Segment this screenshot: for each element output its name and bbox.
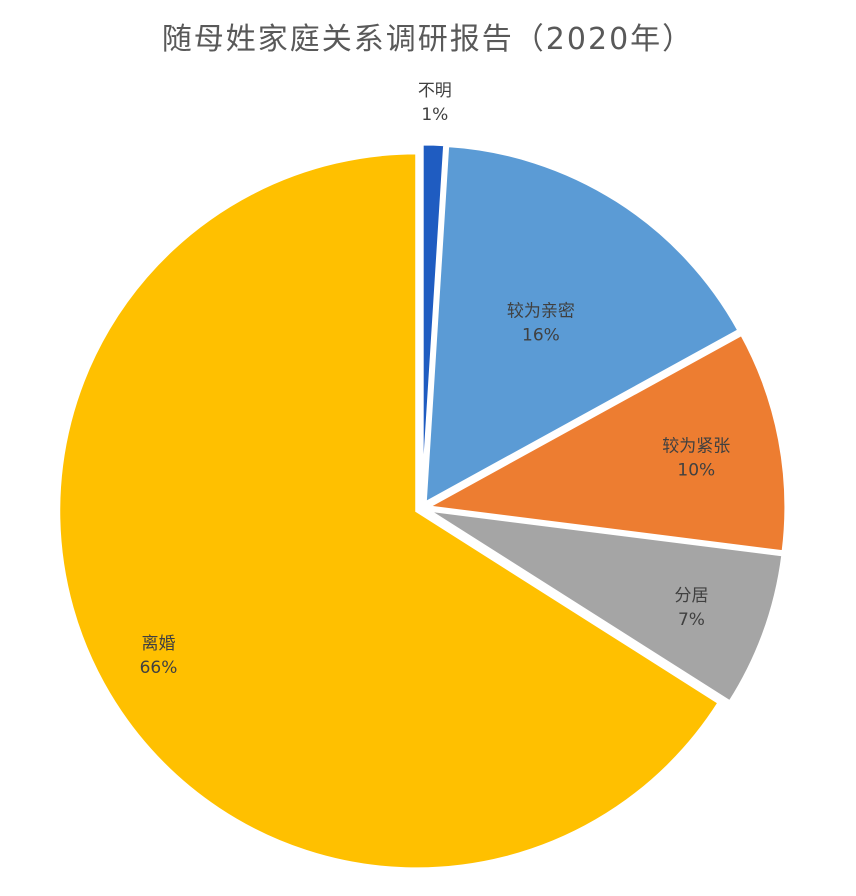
pie-slice (426, 508, 785, 704)
chart-title: 随母姓家庭关系调研报告（2020年） (161, 22, 695, 57)
slice-value-label: 10% (677, 461, 715, 481)
pie-slice (423, 332, 788, 554)
pie-slice (57, 151, 722, 871)
slice-category-label: 分居 (674, 586, 708, 606)
slice-category-label: 离婚 (141, 634, 175, 654)
slice-value-label: 1% (421, 105, 448, 125)
slice-category-label: 不明 (418, 81, 452, 101)
slice-value-label: 16% (522, 326, 560, 346)
slice-category-label: 较为亲密 (507, 302, 575, 322)
slice-value-label: 7% (678, 610, 705, 630)
pie-slice (423, 144, 741, 506)
slice-value-label: 66% (140, 658, 178, 678)
pie-slice (420, 142, 447, 503)
slice-category-label: 较为紧张 (662, 437, 730, 457)
